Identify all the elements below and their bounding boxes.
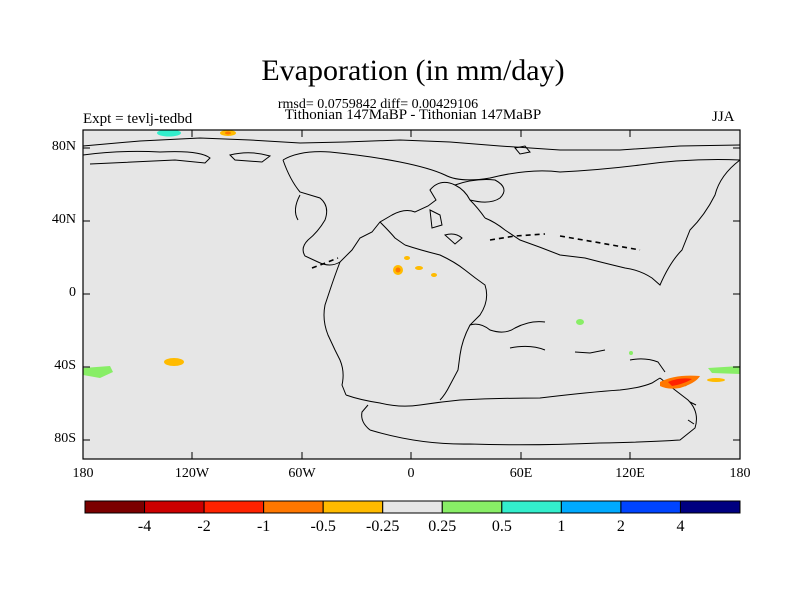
lon-label-60w: 60W: [288, 466, 316, 481]
colorbar-label: -0.25: [366, 518, 400, 535]
lat-label-80n: 80N: [51, 139, 76, 154]
lon-label-180e: 180: [729, 466, 751, 481]
colorbar-box: [441, 500, 503, 514]
colorbar-box: [382, 500, 443, 514]
axis-ticks: [83, 130, 740, 459]
colorbar-box: [501, 500, 562, 514]
island-chains: [311, 233, 641, 269]
colorbar-label: 1: [557, 518, 566, 535]
colorbar-label: -1: [256, 518, 271, 535]
colorbar-box: [679, 500, 741, 514]
lat-label-0: 0: [69, 285, 76, 300]
lon-label-0: 0: [407, 466, 415, 481]
lat-label-40s: 40S: [54, 358, 76, 373]
colorbar-box: [203, 500, 265, 514]
lat-label-40n: 40N: [51, 212, 76, 227]
map-background: [83, 130, 740, 459]
season-label: JJA: [712, 109, 735, 125]
colorbar-box: [620, 500, 681, 514]
colorbar-label: -0.5: [310, 518, 336, 535]
anomaly-patches: [83, 129, 740, 389]
colorbar-box: [144, 500, 205, 514]
colorbar-box: [560, 500, 622, 514]
colorbar: [84, 500, 741, 514]
colorbar-box: [84, 500, 146, 514]
map-title: Evaporation (in mm/day): [261, 54, 565, 87]
map-subtitle: Tithonian 147MaBP - Tithonian 147MaBP: [284, 107, 542, 123]
coastlines: [82, 137, 741, 446]
lon-label-120e: 120E: [615, 466, 645, 481]
lon-label-120w: 120W: [174, 466, 210, 481]
colorbar-label: 4: [676, 518, 685, 535]
colorbar-box: [263, 500, 324, 514]
lat-label-80s: 80S: [54, 431, 76, 446]
colorbar-box: [322, 500, 384, 514]
lon-label-180w: 180: [72, 466, 94, 481]
colorbar-label: 0.25: [428, 518, 457, 535]
lon-label-60e: 60E: [509, 466, 533, 481]
experiment-label: Expt = tevlj-tedbd: [83, 111, 193, 127]
statistics-line: rmsd= 0.0759842 diff= 0.00429106: [277, 97, 479, 112]
colorbar-label: -2: [197, 518, 211, 535]
colorbar-label: 0.5: [491, 518, 512, 535]
colorbar-label: -4: [137, 518, 152, 535]
colorbar-label: 2: [616, 518, 625, 535]
